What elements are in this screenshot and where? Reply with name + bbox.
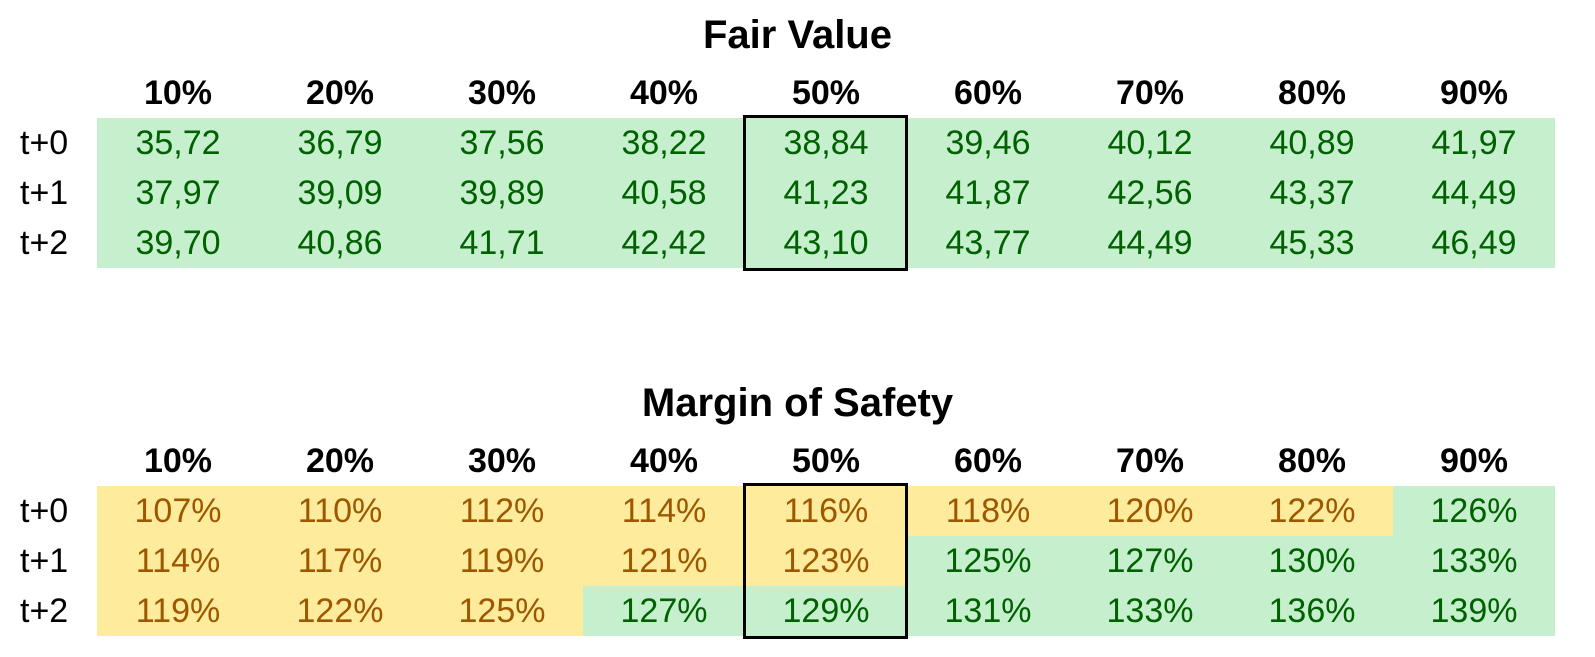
fair-value-cell: 40,12: [1069, 118, 1231, 168]
margin-of-safety-column-header: 40%: [629, 442, 699, 480]
fair-value-cell: 44,49: [1393, 168, 1555, 218]
margin-of-safety-cell: 114%: [583, 486, 745, 536]
margin-of-safety-cell: 130%: [1231, 536, 1393, 586]
fair-value-cell: 37,56: [421, 118, 583, 168]
margin-of-safety-cell: 119%: [421, 536, 583, 586]
margin-of-safety-cell: 127%: [583, 586, 745, 636]
fair-value-cell: 39,46: [907, 118, 1069, 168]
margin-of-safety-cell: 122%: [1231, 486, 1393, 536]
fair-value-column-header: 50%: [791, 74, 861, 112]
margin-of-safety-cell: 117%: [259, 536, 421, 586]
fair-value-cell: 42,42: [583, 218, 745, 268]
fair-value-cell: 41,71: [421, 218, 583, 268]
margin-of-safety-cell: 110%: [259, 486, 421, 536]
fair-value-row: t+2 39,70 40,86 41,71 42,42 43,10 43,77 44,49 45…: [0, 218, 1595, 268]
fair-value-row-label: t+2: [20, 224, 69, 262]
fair-value-column-header: 80%: [1277, 74, 1347, 112]
margin-of-safety-row-label: t+2: [20, 592, 69, 630]
margin-of-safety-cell: 114%: [97, 536, 259, 586]
margin-of-safety-cell: 126%: [1393, 486, 1555, 536]
fair-value-cell: 43,37: [1231, 168, 1393, 218]
fair-value-cell: 38,84: [745, 118, 907, 168]
margin-of-safety-row: t+0 107% 110% 112% 114% 116% 118% 120% 122% 126%: [0, 486, 1595, 536]
fair-value-cell: 41,97: [1393, 118, 1555, 168]
fair-value-row: t+0 35,72 36,79 37,56 38,22 38,84 39,46 40,12 40…: [0, 118, 1595, 168]
fair-value-row-label: t+1: [20, 174, 69, 212]
fair-value-cell: 39,09: [259, 168, 421, 218]
margin-of-safety-cell: 136%: [1231, 586, 1393, 636]
margin-of-safety-cell: 116%: [745, 486, 907, 536]
margin-of-safety-title: Margin of Safety: [641, 381, 954, 425]
margin-of-safety-column-header: 60%: [953, 442, 1023, 480]
margin-of-safety-column-header: 20%: [305, 442, 375, 480]
margin-of-safety-cell: 120%: [1069, 486, 1231, 536]
margin-of-safety-column-header: 10%: [143, 442, 213, 480]
margin-of-safety-cell: 112%: [421, 486, 583, 536]
margin-of-safety-cell: 133%: [1069, 586, 1231, 636]
fair-value-row: t+1 37,97 39,09 39,89 40,58 41,23 41,87 42,56 43…: [0, 168, 1595, 218]
fair-value-column-header: 20%: [305, 74, 375, 112]
margin-of-safety-cell: 129%: [745, 586, 907, 636]
margin-of-safety-row-label: t+1: [20, 542, 69, 580]
margin-of-safety-column-header: 90%: [1439, 442, 1509, 480]
margin-of-safety-row-label: t+0: [20, 492, 69, 530]
margin-of-safety-row: t+1 114% 117% 119% 121% 123% 125% 127% 130% 133%: [0, 536, 1595, 586]
margin-of-safety-cell: 131%: [907, 586, 1069, 636]
margin-of-safety-cell: 127%: [1069, 536, 1231, 586]
fair-value-cell: 46,49: [1393, 218, 1555, 268]
margin-of-safety-cell: 119%: [97, 586, 259, 636]
margin-of-safety-cell: 121%: [583, 536, 745, 586]
fair-value-cell: 42,56: [1069, 168, 1231, 218]
margin-of-safety-cell: 125%: [907, 536, 1069, 586]
fair-value-cell: 35,72: [97, 118, 259, 168]
margin-of-safety-cell: 133%: [1393, 536, 1555, 586]
fair-value-cell: 38,22: [583, 118, 745, 168]
fair-value-column-header: 30%: [467, 74, 537, 112]
fair-value-cell: 41,23: [745, 168, 907, 218]
margin-of-safety-header-row: 10% 20% 30% 40% 50% 60% 70% 80% 90%: [0, 440, 1595, 482]
margin-of-safety-column-header: 30%: [467, 442, 537, 480]
fair-value-cell: 39,70: [97, 218, 259, 268]
fair-value-column-header: 40%: [629, 74, 699, 112]
fair-value-cell: 40,89: [1231, 118, 1393, 168]
fair-value-cell: 44,49: [1069, 218, 1231, 268]
fair-value-cell: 40,58: [583, 168, 745, 218]
margin-of-safety-column-header: 50%: [791, 442, 861, 480]
margin-of-safety-cell: 122%: [259, 586, 421, 636]
fair-value-column-header: 90%: [1439, 74, 1509, 112]
margin-of-safety-cell: 139%: [1393, 586, 1555, 636]
fair-value-column-header: 60%: [953, 74, 1023, 112]
fair-value-cell: 40,86: [259, 218, 421, 268]
fair-value-column-header: 10%: [143, 74, 213, 112]
fair-value-cell: 43,10: [745, 218, 907, 268]
margin-of-safety-row: t+2 119% 122% 125% 127% 129% 131% 133% 136% 139%: [0, 586, 1595, 636]
fair-value-row-label: t+0: [20, 124, 69, 162]
margin-of-safety-cell: 118%: [907, 486, 1069, 536]
fair-value-cell: 45,33: [1231, 218, 1393, 268]
margin-of-safety-column-header: 80%: [1277, 442, 1347, 480]
margin-of-safety-cell: 107%: [97, 486, 259, 536]
margin-of-safety-cell: 123%: [745, 536, 907, 586]
fair-value-title: Fair Value: [703, 13, 892, 57]
fair-value-cell: 37,97: [97, 168, 259, 218]
margin-of-safety-column-header: 70%: [1115, 442, 1185, 480]
fair-value-column-header: 70%: [1115, 74, 1185, 112]
fair-value-cell: 39,89: [421, 168, 583, 218]
fair-value-cell: 41,87: [907, 168, 1069, 218]
fair-value-cell: 43,77: [907, 218, 1069, 268]
margin-of-safety-cell: 125%: [421, 586, 583, 636]
fair-value-header-row: 10% 20% 30% 40% 50% 60% 70% 80% 90%: [0, 72, 1595, 114]
fair-value-cell: 36,79: [259, 118, 421, 168]
